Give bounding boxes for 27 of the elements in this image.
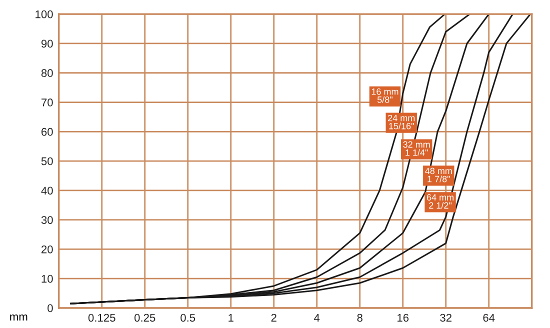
y-tick-label: 20 <box>41 245 53 254</box>
y-tick-label: 60 <box>42 128 53 136</box>
series-label: 24 mm 15/16" <box>388 114 415 130</box>
x-tick-label: 32 <box>440 314 452 322</box>
y-tick-label: 80 <box>41 69 53 78</box>
y-tick-label: 100 <box>36 10 53 18</box>
x-tick-label: 8 <box>357 314 362 322</box>
x-tick-label: 1 <box>228 314 234 322</box>
x-tick-label: 0.125 <box>88 314 116 322</box>
x-tick-label: 2 <box>271 314 276 322</box>
y-tick-label: 0 <box>48 304 53 312</box>
x-tick-label: 4 <box>314 314 320 322</box>
x-tick-label: 0.5 <box>180 314 196 322</box>
x-tick-label: 64 <box>483 314 495 322</box>
x-axis-title: mm <box>10 314 28 320</box>
y-tick-label: 70 <box>42 98 53 106</box>
y-tick-label: 40 <box>41 186 53 195</box>
series-label: 32 mm 1 1/4" <box>403 141 430 156</box>
x-tick-label: 16 <box>398 314 409 322</box>
y-tick-label: 30 <box>41 216 53 224</box>
y-tick-label: 50 <box>41 157 53 166</box>
series-label: 64 mm 2 1/2" <box>426 194 454 209</box>
y-tick-label: 90 <box>41 40 53 48</box>
series-label: 48 mm 1 7/8" <box>425 168 452 182</box>
y-tick-label: 10 <box>42 274 53 283</box>
series-label: 16 mm 5/8" <box>372 88 398 103</box>
x-tick-label: 0.25 <box>134 314 156 322</box>
